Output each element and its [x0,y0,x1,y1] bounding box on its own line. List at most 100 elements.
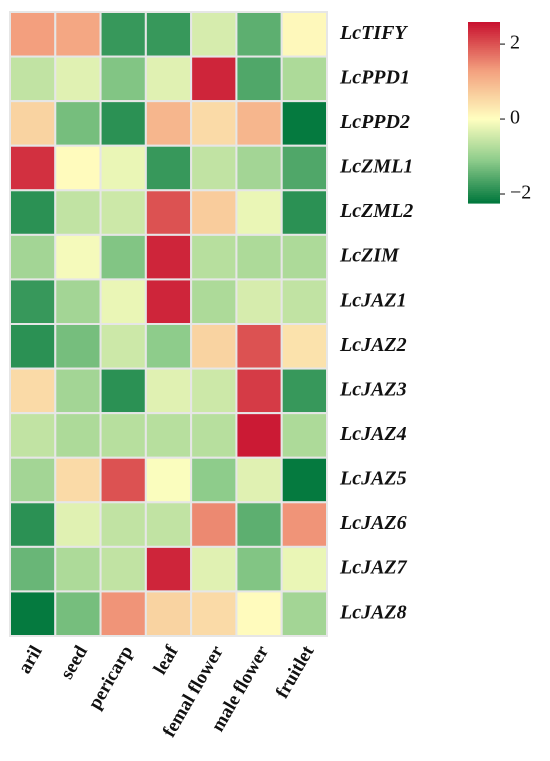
row-label: LcJAZ2 [339,334,407,356]
colorbar-segment [468,36,500,39]
heatmap-cell [9,233,57,281]
colorbar-segment [468,114,500,118]
heatmap-cell [280,55,329,103]
colorbar-segment [468,58,500,61]
colorbar-segment [468,100,500,104]
colorbar-segment [468,158,500,162]
colorbar-segment [468,30,500,33]
row-label: LcJAZ5 [339,468,407,490]
colorbar-segment [468,102,500,106]
heatmap-cell [99,501,147,548]
heatmap-cell [235,501,283,548]
colorbar-segment [468,42,500,45]
heatmap-cell [280,278,329,325]
colorbar-segment [468,32,500,35]
heatmap-cell [190,278,238,325]
heatmap-cell [144,412,193,459]
colorbar-segment [468,176,500,180]
heatmap-cell [54,590,102,638]
heatmap-cell [54,456,102,504]
colorbar-segment [468,90,500,93]
colorbar-segment [468,92,500,95]
heatmap-cell [280,189,329,236]
colorbar-segment [468,26,500,29]
colorbar-segment [468,68,500,71]
column-label: seed [56,642,92,683]
colorbar-segment [468,38,500,41]
heatmap-cell [54,100,102,147]
colorbar-segment [468,76,500,79]
colorbar-segment [468,88,500,91]
colorbar-segment [468,84,500,87]
row-label: LcZIM [339,245,400,267]
column-label: pericarp [84,642,137,713]
colorbar-segment [468,22,500,25]
heatmap-cell [9,55,57,103]
colorbar-segment [468,56,500,59]
heatmap-cell [280,323,329,370]
row-label: LcJAZ8 [339,601,407,623]
heatmap-cell [235,55,283,103]
colorbar-segment [468,186,500,190]
colorbar-segment [468,104,500,108]
colorbar-segment [468,146,500,150]
colorbar-segment [468,138,500,142]
heatmap-cell [9,144,57,192]
heatmap-cell [235,590,283,638]
heatmap-cell [280,11,329,58]
colorbar-segment [468,64,500,67]
heatmap-cell [144,367,193,415]
heatmap-cell [280,100,329,147]
heatmap-cell [144,323,193,370]
heatmap-cell [235,412,283,459]
colorbar-segment [468,142,500,146]
colorbar-segment [468,194,500,198]
colorbar-segment [468,80,500,83]
colorbar-segment [468,168,500,172]
colorbar-segment [468,116,500,120]
colorbar-segment [468,188,500,192]
heatmap-cell [9,456,57,504]
heatmap-cell [235,100,283,147]
colorbar-tick-label: −2 [510,182,531,204]
heatmap-cell [54,233,102,281]
column-label: fruitlet [272,642,319,702]
heatmap-cell [54,189,102,236]
heatmap-cell [99,456,147,504]
heatmap-cell [190,367,238,415]
row-label: LcJAZ4 [339,423,407,445]
heatmap-cell [235,278,283,325]
colorbar-segment [468,134,500,138]
colorbar-segment [468,180,500,184]
row-label: LcJAZ7 [339,557,408,579]
colorbar-segment [468,52,500,55]
colorbar-segment [468,28,500,31]
colorbar-segment [468,98,500,102]
heatmap-cell [190,55,238,103]
colorbar-segment [468,24,500,27]
colorbar-segment [468,74,500,77]
heatmap-cell [54,412,102,459]
heatmap-cell [99,189,147,236]
heatmap-cell [190,100,238,147]
heatmap-cell [235,189,283,236]
heatmap-cell [54,323,102,370]
heatmap-cell [54,367,102,415]
heatmap-cell [280,412,329,459]
colorbar-segment [468,44,500,47]
colorbar-segment [468,128,500,132]
colorbar-segment [468,198,500,202]
heatmap-cell [54,501,102,548]
row-label: LcTIFY [339,22,408,44]
colorbar-segment [468,174,500,178]
heatmap-cell [54,144,102,192]
heatmap-cell [99,590,147,638]
heatmap-cell [9,412,57,459]
heatmap-cell [280,545,329,593]
colorbar-segment [468,154,500,158]
heatmap-cell [144,233,193,281]
heatmap-cell [144,189,193,236]
colorbar-segment [468,200,500,204]
heatmap-cell [54,278,102,325]
